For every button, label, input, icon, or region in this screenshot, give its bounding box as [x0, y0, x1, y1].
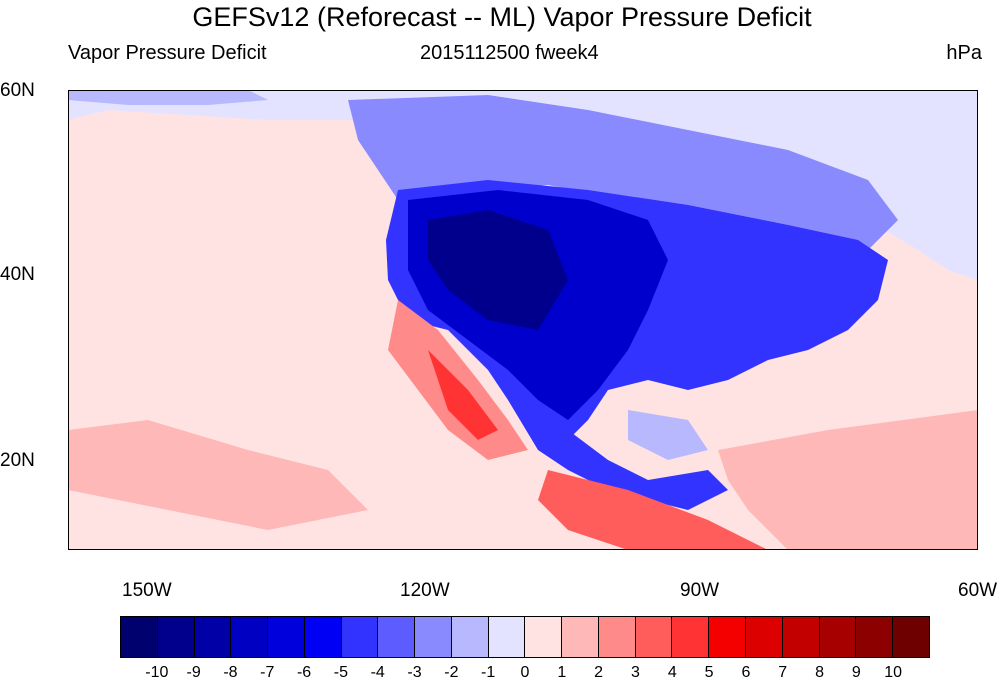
- canada-negative: [348, 95, 898, 250]
- legend-swatch: [746, 617, 783, 657]
- legend-tick-label: 6: [741, 664, 751, 681]
- intermountain-strongest-negative: [428, 210, 568, 330]
- legend-tick-label: 8: [815, 664, 824, 681]
- legend-tick-label: 4: [667, 664, 677, 681]
- lat-label-40n: 40N: [0, 264, 35, 285]
- legend-tick-label: -6: [296, 664, 312, 681]
- legend-tick-label: -4: [370, 664, 385, 681]
- legend-tick-label: 1: [557, 664, 567, 681]
- caribbean-positive: [718, 410, 978, 550]
- legend-tick-label: -5: [333, 664, 349, 681]
- legend-swatch: [451, 617, 489, 657]
- legend-swatch: [341, 617, 379, 657]
- legend-tick-label: -10: [145, 664, 169, 681]
- legend-swatch: [488, 617, 526, 657]
- legend-tick-label: -7: [260, 664, 275, 681]
- pacific-weak-positive: [68, 420, 368, 530]
- gulf-weak-negative: [628, 410, 708, 460]
- legend-swatch: [672, 617, 710, 657]
- legend-swatch: [856, 617, 894, 657]
- legend-swatch: [121, 617, 158, 657]
- legend-swatch: [525, 617, 563, 657]
- lat-label-60n: 60N: [0, 80, 35, 101]
- lon-label-120w: 120W: [400, 580, 450, 601]
- lon-label-90w: 90W: [680, 580, 720, 601]
- units-label: hPa: [946, 42, 982, 64]
- legend-swatch: [598, 617, 636, 657]
- chart-title: GEFSv12 (Reforecast -- ML) Vapor Pressur…: [192, 2, 812, 32]
- legend-tick-label: 9: [851, 664, 861, 681]
- legend-swatch: [304, 617, 342, 657]
- legend-swatch: [562, 617, 599, 657]
- legend-swatch: [635, 617, 673, 657]
- legend-tick-label: 2: [594, 664, 604, 681]
- legend-swatch: [819, 617, 857, 657]
- legend-tick-label: -8: [223, 664, 238, 681]
- legend-tick-label: 7: [778, 664, 788, 681]
- map-canvas: [68, 90, 978, 550]
- legend-swatch: [415, 617, 452, 657]
- color-legend: [120, 616, 930, 658]
- forecast-date-label: 2015112500 fweek4: [420, 42, 599, 64]
- legend-tick-label: -2: [444, 664, 459, 681]
- variable-label: Vapor Pressure Deficit: [68, 42, 267, 64]
- mexico-negative: [508, 400, 728, 510]
- lat-label-20n: 20N: [0, 450, 35, 471]
- legend-tick-label: 3: [631, 664, 640, 681]
- central-america-positive: [538, 470, 768, 550]
- alaska-negative: [68, 90, 268, 105]
- legend-swatch: [782, 617, 820, 657]
- vpd-map: [68, 90, 978, 550]
- legend-swatch: [157, 617, 195, 657]
- legend-tick-label: 5: [704, 664, 714, 681]
- legend-swatch: [709, 617, 747, 657]
- legend-tick-label: 10: [884, 664, 903, 681]
- northern-weak-negative: [68, 90, 978, 280]
- lon-label-150w: 150W: [122, 580, 172, 601]
- baja-strong-positive: [428, 350, 498, 440]
- legend-tick-label: -1: [481, 664, 496, 681]
- legend-swatch: [893, 617, 929, 657]
- legend-swatch: [194, 617, 232, 657]
- legend-swatch: [268, 617, 305, 657]
- legend-swatch: [231, 617, 269, 657]
- legend-swatch: [378, 617, 416, 657]
- lon-label-60w: 60W: [958, 580, 998, 601]
- legend-tick-label: 0: [520, 664, 530, 681]
- legend-tick-label: -3: [407, 664, 422, 681]
- legend-tick-label: -9: [186, 664, 201, 681]
